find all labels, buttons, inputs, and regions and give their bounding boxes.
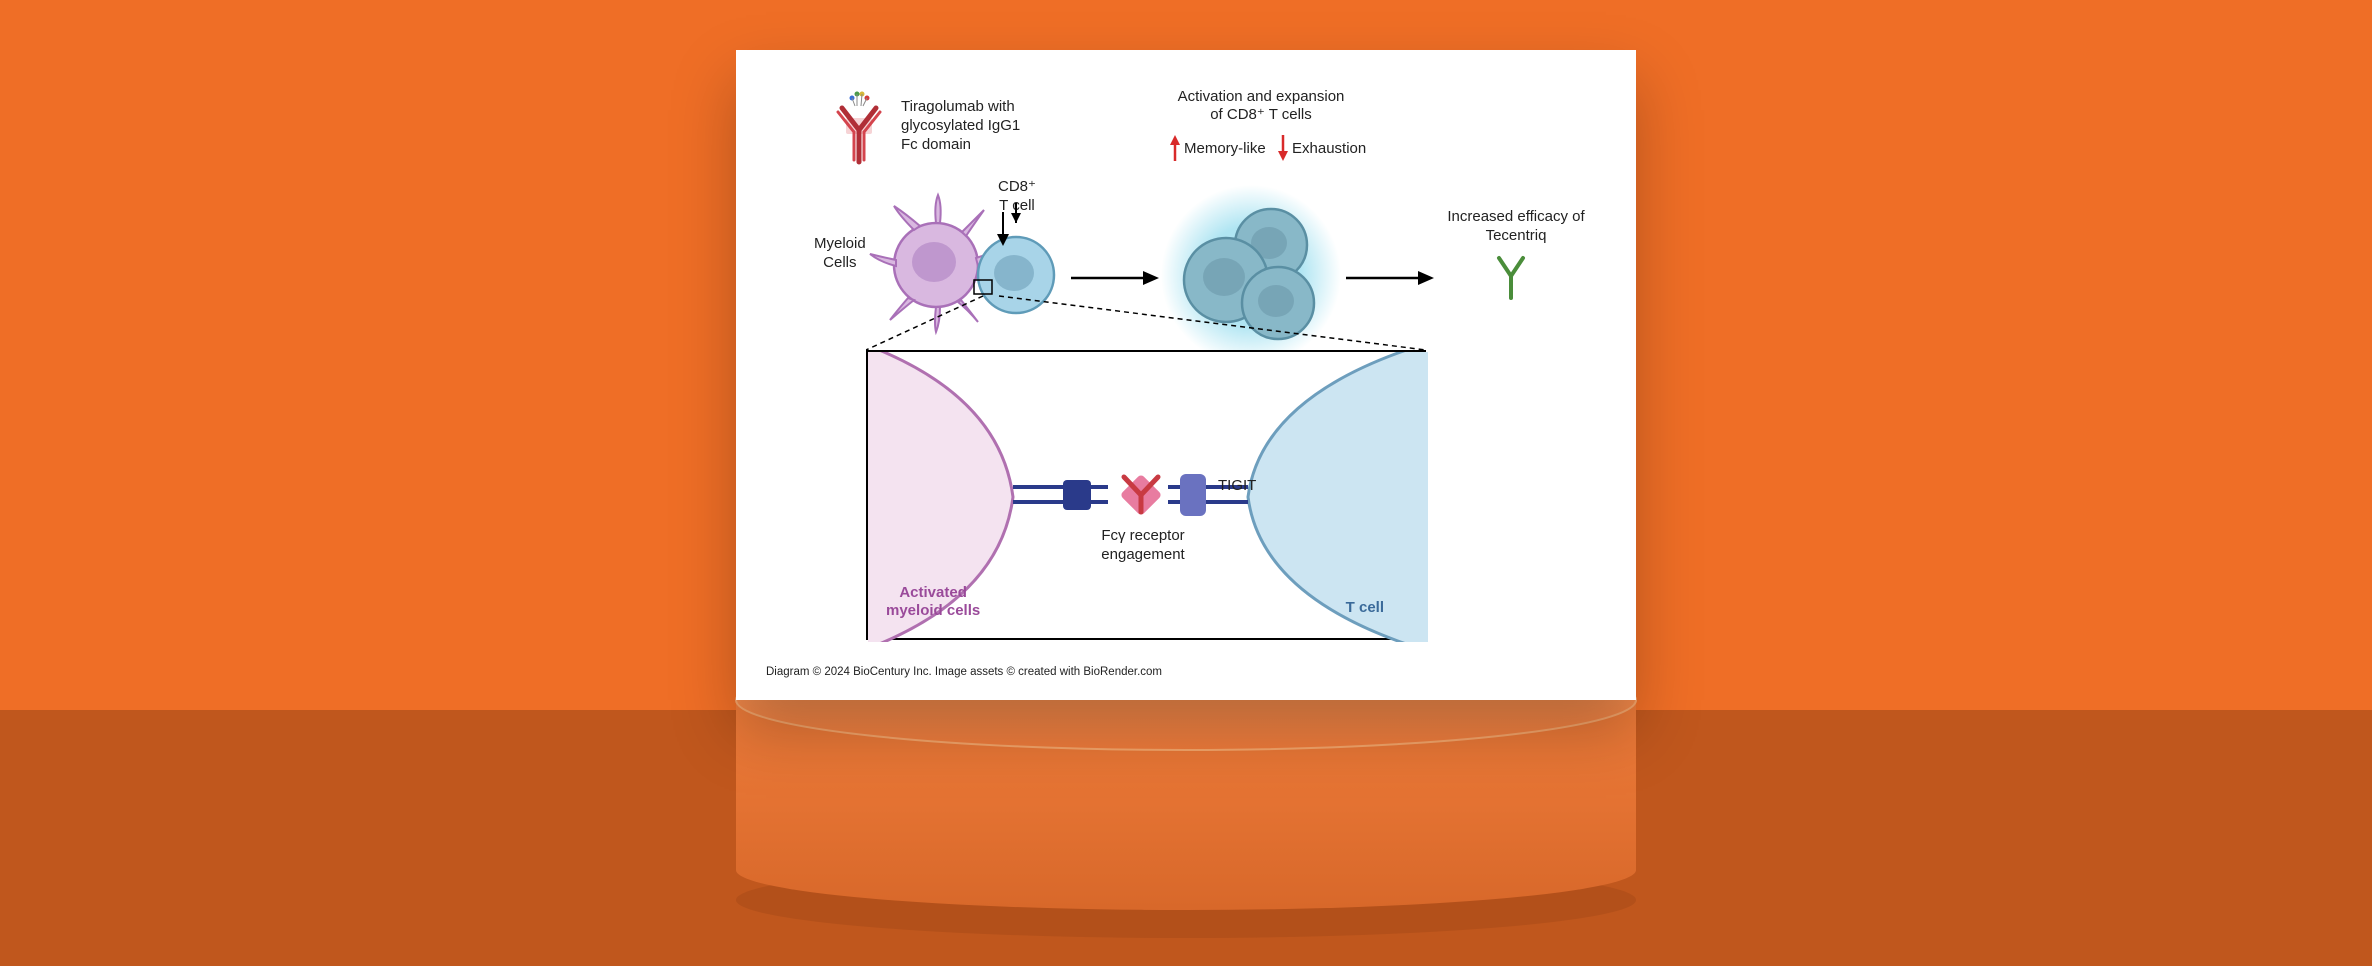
detail-right-label: T cell <box>1346 599 1384 616</box>
footer-credit: Diagram © 2024 BioCentury Inc. Image ass… <box>766 666 1162 678</box>
diagram-canvas: Tiragolumab with glycosylated IgG1 Fc do… <box>736 50 1636 700</box>
detail-box: Activated myeloid cells T cell TIGIT Fcγ… <box>866 350 1426 640</box>
down-arrow-icon <box>1276 135 1290 161</box>
antibody-label: Tiragolumab with glycosylated IgG1 Fc do… <box>901 98 1020 154</box>
myeloid-label: Myeloid Cells <box>814 235 866 273</box>
efficacy-label: Increased efficacy of Tecentriq <box>1436 208 1596 246</box>
antibody-icon <box>824 90 894 170</box>
antibody-to-cells-arrow <box>988 212 1018 250</box>
arrow-2 <box>1346 268 1436 288</box>
detail-left-label: Activated myeloid cells <box>886 584 980 620</box>
arrow-1 <box>1071 268 1161 288</box>
memory-label: Memory-like <box>1184 140 1266 159</box>
exhaustion-label: Exhaustion <box>1292 140 1366 159</box>
fcgamma-label: Fcγ receptor engagement <box>1078 527 1208 565</box>
up-arrow-icon <box>1168 135 1182 161</box>
activation-line1: Activation and expansion <box>1166 88 1356 107</box>
activation-line2: of CD8⁺ T cells <box>1166 106 1356 125</box>
green-antibody-icon <box>1491 250 1531 300</box>
diagram-card: Tiragolumab with glycosylated IgG1 Fc do… <box>736 50 1636 700</box>
tigit-label: TIGIT <box>1218 477 1256 496</box>
